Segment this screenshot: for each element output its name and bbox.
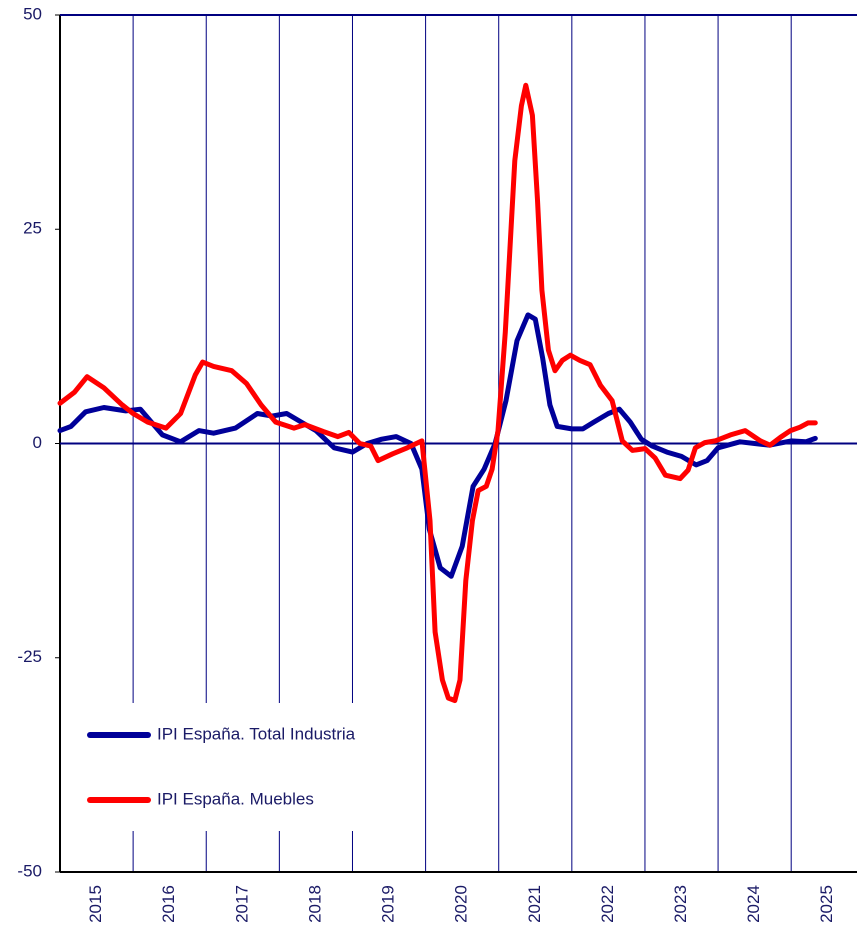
x-tick-label: 2024: [744, 885, 763, 923]
y-tick-label: -50: [17, 861, 42, 880]
legend-label: IPI España. Total Industria: [157, 724, 356, 743]
x-tick-label: 2015: [86, 885, 105, 923]
legend-label: IPI España. Muebles: [157, 789, 314, 808]
y-tick-label: 50: [23, 4, 42, 23]
x-tick-label: 2017: [232, 885, 251, 923]
x-tick-label: 2025: [817, 885, 836, 923]
x-tick-label: 2019: [379, 885, 398, 923]
x-tick-label: 2016: [159, 885, 178, 923]
series-line: [57, 82, 818, 704]
x-tick-label: 2021: [525, 885, 544, 923]
x-tick-label: 2018: [305, 885, 324, 923]
x-tick-label: 2022: [598, 885, 617, 923]
y-tick-label: 25: [23, 219, 42, 238]
series-line: [57, 312, 818, 579]
y-tick-label: -25: [17, 647, 42, 666]
x-tick-label: 2020: [452, 885, 471, 923]
legend: [62, 703, 420, 831]
y-tick-label: 0: [33, 433, 42, 452]
x-tick-label: 2023: [671, 885, 690, 923]
